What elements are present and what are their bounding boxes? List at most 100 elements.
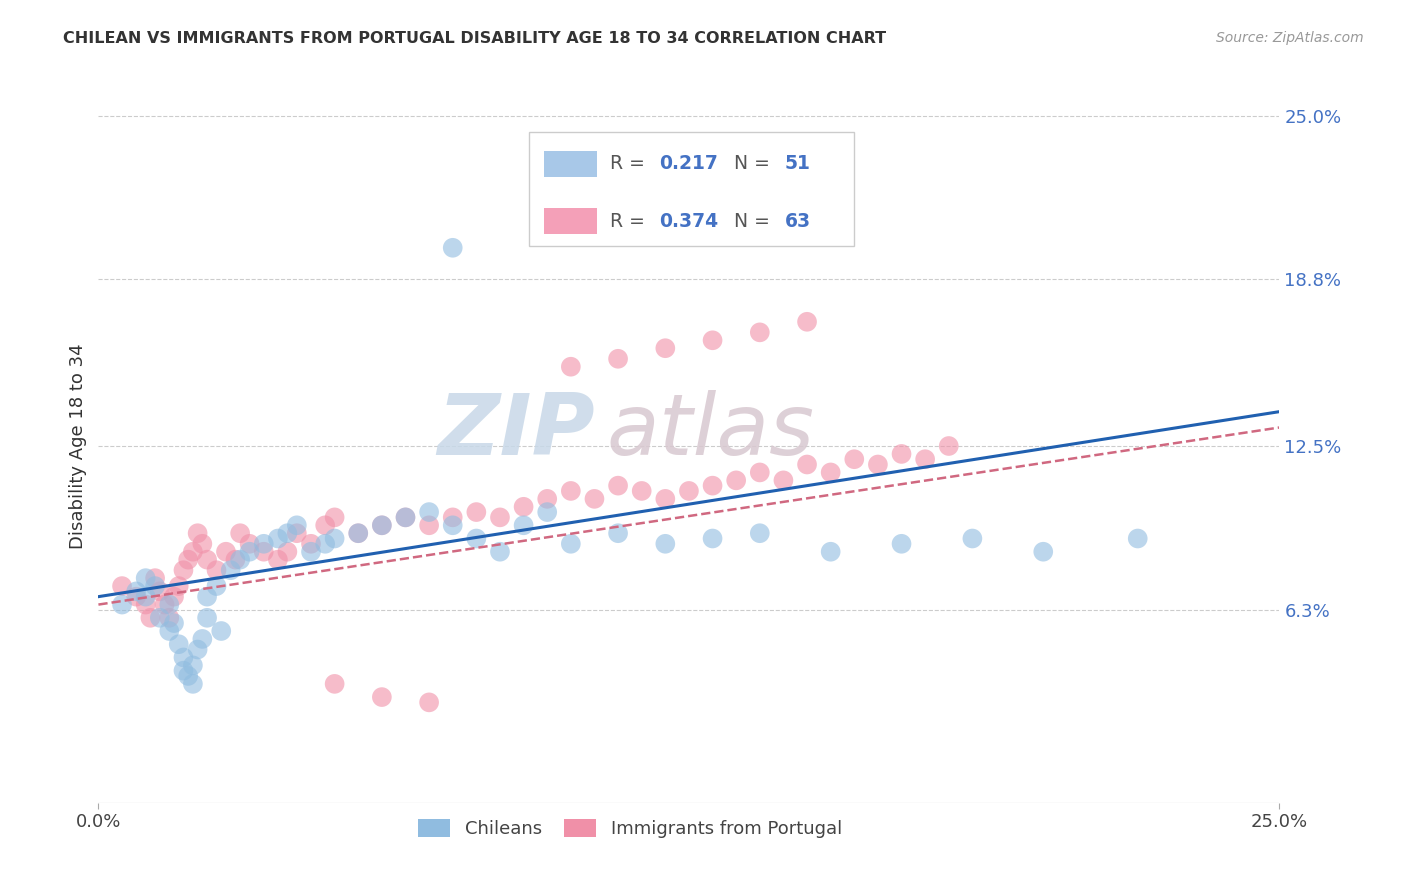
Point <box>267 552 290 566</box>
Point <box>285 518 308 533</box>
Point <box>489 510 512 524</box>
Point <box>253 537 276 551</box>
Point <box>187 526 209 541</box>
Point <box>371 518 394 533</box>
Point <box>630 483 652 498</box>
Point <box>224 552 246 566</box>
Point <box>512 500 534 514</box>
Point <box>209 624 232 638</box>
Point <box>149 584 172 599</box>
Text: 63: 63 <box>785 211 811 230</box>
Bar <box>544 208 596 234</box>
Point <box>418 505 440 519</box>
Point <box>111 579 134 593</box>
Point <box>229 552 252 566</box>
Point <box>195 611 218 625</box>
Point <box>536 505 558 519</box>
Point <box>418 518 440 533</box>
Point <box>181 677 204 691</box>
Point <box>219 563 242 577</box>
Point <box>536 491 558 506</box>
Point <box>135 598 157 612</box>
Point <box>181 545 204 559</box>
Point <box>314 518 336 533</box>
Text: ZIP: ZIP <box>437 390 595 474</box>
Point <box>890 447 912 461</box>
Point <box>394 510 416 524</box>
Point <box>181 658 204 673</box>
Point <box>796 315 818 329</box>
Point <box>172 664 194 678</box>
Point <box>1032 545 1054 559</box>
Point <box>890 537 912 551</box>
Point <box>962 532 984 546</box>
Point <box>187 642 209 657</box>
Point <box>125 584 148 599</box>
Text: atlas: atlas <box>606 390 814 474</box>
Point <box>560 483 582 498</box>
Point <box>866 458 889 472</box>
Point <box>143 579 166 593</box>
Point <box>654 537 676 551</box>
Bar <box>544 151 596 177</box>
Point <box>772 474 794 488</box>
Point <box>820 466 842 480</box>
Point <box>143 571 166 585</box>
Point <box>678 483 700 498</box>
Point <box>135 571 157 585</box>
Point <box>560 359 582 374</box>
Point <box>215 545 238 559</box>
Point <box>607 478 630 492</box>
Point <box>371 518 394 533</box>
Point <box>267 532 290 546</box>
Point <box>205 579 228 593</box>
Point <box>205 563 228 577</box>
Point <box>323 532 346 546</box>
Text: N =: N = <box>723 211 776 230</box>
Text: 51: 51 <box>785 154 810 173</box>
Point <box>229 526 252 541</box>
Point <box>157 611 180 625</box>
Y-axis label: Disability Age 18 to 34: Disability Age 18 to 34 <box>69 343 87 549</box>
Point <box>139 611 162 625</box>
Point <box>441 510 464 524</box>
Point <box>489 545 512 559</box>
Point <box>702 532 724 546</box>
Point <box>149 611 172 625</box>
Point <box>191 632 214 646</box>
Point <box>748 526 770 541</box>
Point <box>607 526 630 541</box>
Point <box>239 545 262 559</box>
Point <box>323 510 346 524</box>
Point <box>748 326 770 340</box>
Point <box>820 545 842 559</box>
Point <box>172 563 194 577</box>
Text: CHILEAN VS IMMIGRANTS FROM PORTUGAL DISABILITY AGE 18 TO 34 CORRELATION CHART: CHILEAN VS IMMIGRANTS FROM PORTUGAL DISA… <box>63 31 886 46</box>
Point <box>371 690 394 704</box>
Point <box>195 590 218 604</box>
Point <box>654 341 676 355</box>
Point <box>157 624 180 638</box>
Point <box>914 452 936 467</box>
Point <box>177 669 200 683</box>
Point <box>725 474 748 488</box>
Point <box>299 537 322 551</box>
Point <box>607 351 630 366</box>
FancyBboxPatch shape <box>530 132 855 246</box>
Legend: Chileans, Immigrants from Portugal: Chileans, Immigrants from Portugal <box>409 810 851 847</box>
Point <box>135 590 157 604</box>
Point <box>583 491 606 506</box>
Point <box>177 552 200 566</box>
Point <box>125 590 148 604</box>
Point <box>299 545 322 559</box>
Point <box>465 532 488 546</box>
Point <box>347 526 370 541</box>
Point <box>347 526 370 541</box>
Point <box>167 579 190 593</box>
Point <box>560 537 582 551</box>
Point <box>1126 532 1149 546</box>
Point <box>323 677 346 691</box>
Point <box>394 510 416 524</box>
Point <box>191 537 214 551</box>
Point <box>654 491 676 506</box>
